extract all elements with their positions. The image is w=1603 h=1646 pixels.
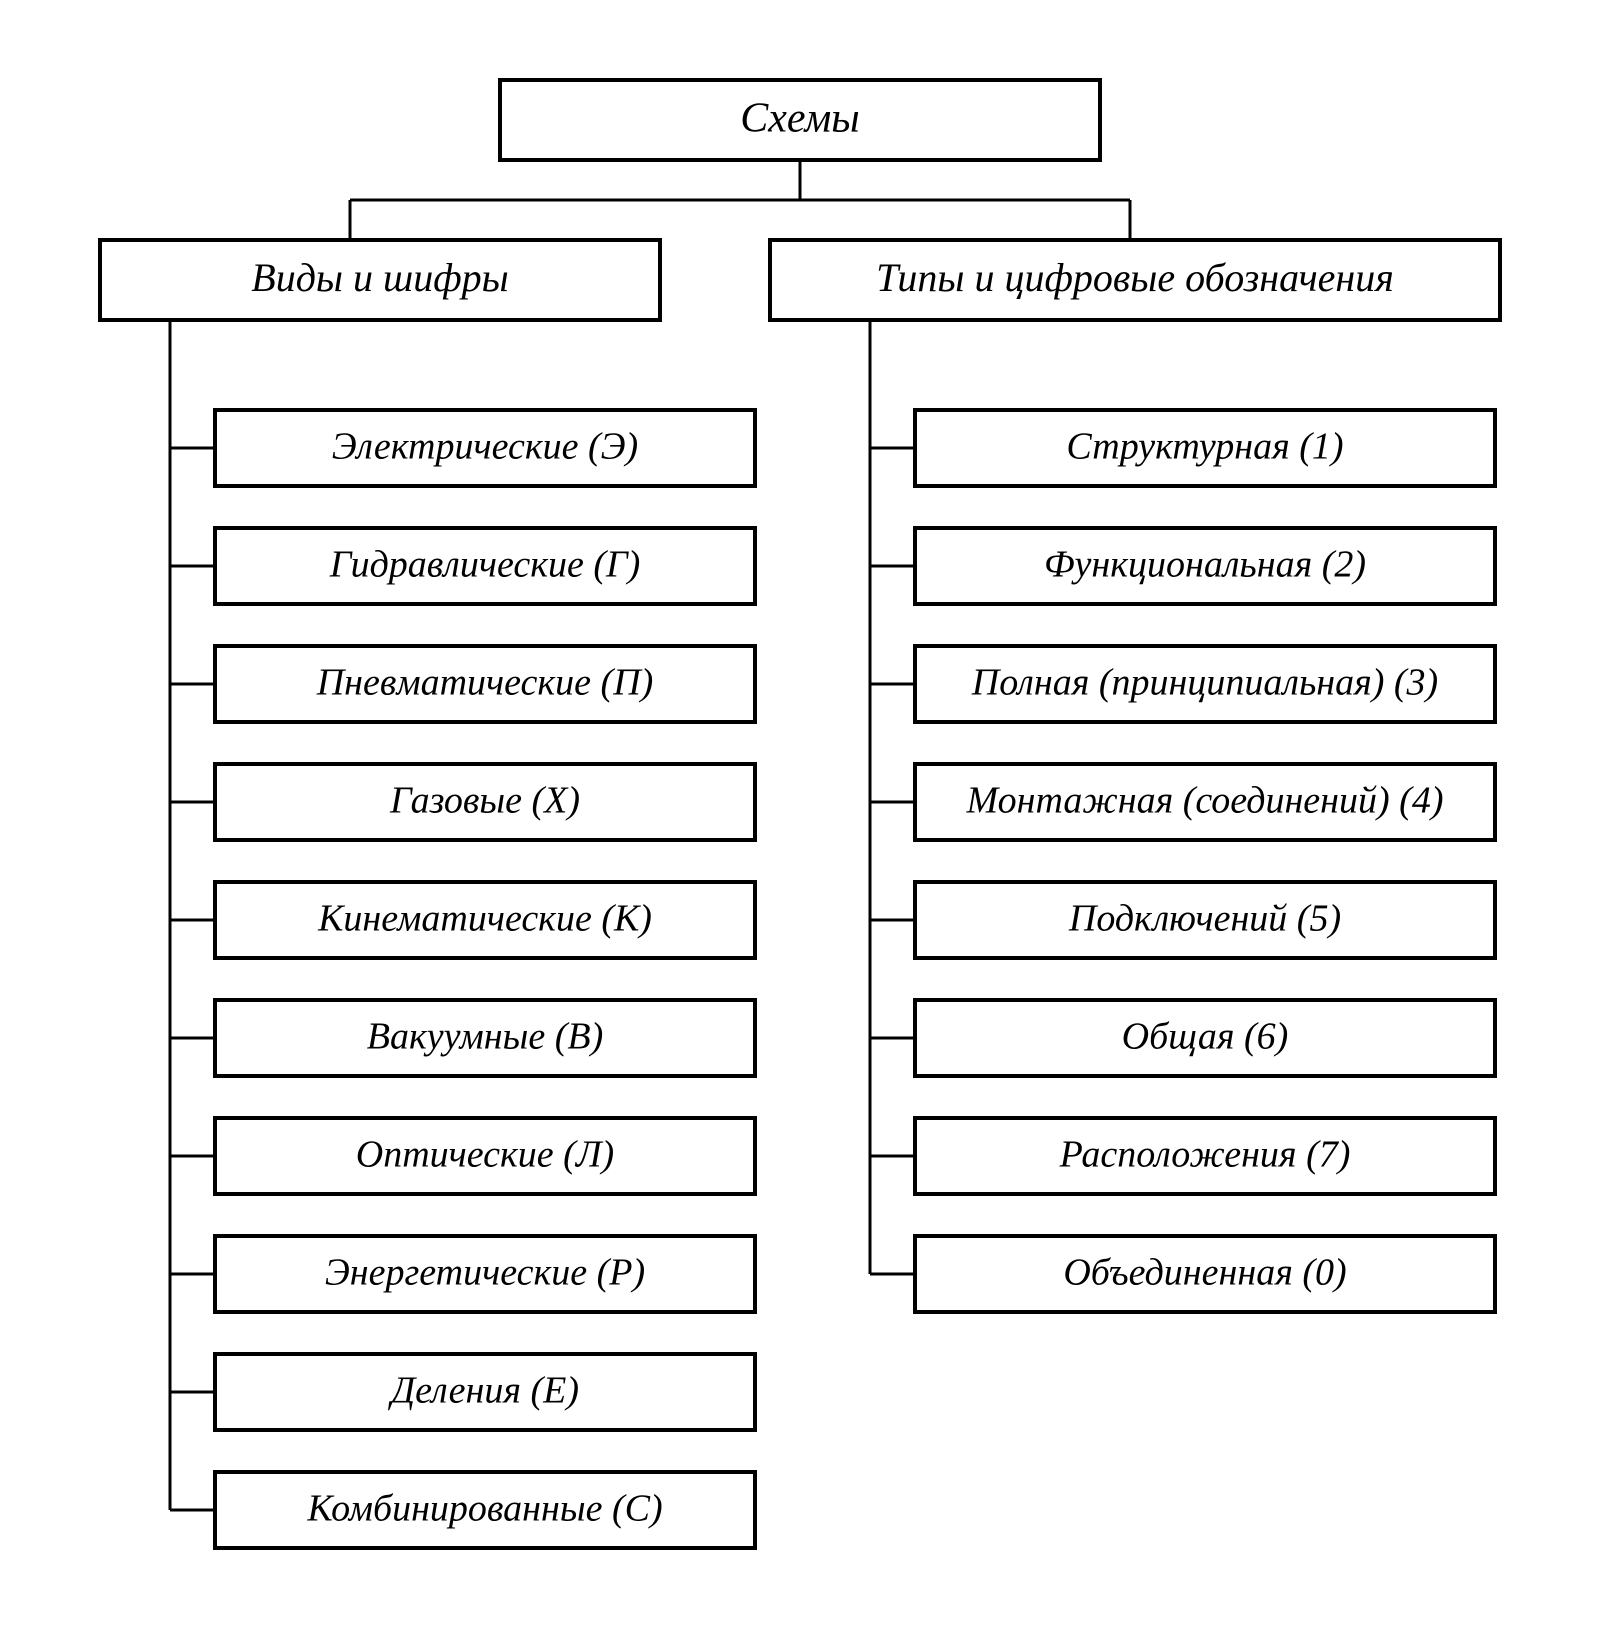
branch-right-label: Типы и цифровые обозначения [876, 255, 1394, 300]
leaf-left-7-label: Энергетические (Р) [325, 1252, 645, 1294]
leaf-left-1-label: Гидравлические (Г) [329, 544, 641, 586]
leaf-left-5-label: Вакуумные (В) [367, 1016, 604, 1058]
branch-left-label: Виды и шифры [251, 255, 508, 300]
leaf-right-0-label: Структурная (1) [1066, 426, 1343, 468]
leaf-left-6-label: Оптические (Л) [356, 1134, 614, 1176]
leaf-right-2-label: Полная (принципиальная) (3) [971, 662, 1438, 704]
leaf-right-5-label: Общая (6) [1122, 1016, 1289, 1058]
leaf-left-2-label: Пневматические (П) [316, 662, 654, 704]
leaf-right-1-label: Функциональная (2) [1044, 544, 1366, 586]
hierarchy-diagram: Схемы Виды и шифры Электрические (Э) Гидрав… [0, 0, 1603, 1646]
root-node-label: Схемы [740, 96, 860, 142]
leaf-left-9-label: Комбинированные (С) [306, 1488, 662, 1530]
leaf-left-8-label: Деления (Е) [388, 1370, 579, 1412]
leaf-right-4-label: Подключений (5) [1068, 898, 1341, 940]
leaf-left-0-label: Электрические (Э) [332, 426, 638, 468]
leaf-right-3-label: Монтажная (соединений) (4) [966, 780, 1444, 822]
leaf-right-6-label: Расположения (7) [1059, 1134, 1351, 1176]
leaf-left-4-label: Кинематические (К) [317, 898, 652, 940]
leaf-right-7-label: Объединенная (0) [1063, 1252, 1346, 1294]
leaf-left-3-label: Газовые (X) [389, 780, 580, 822]
